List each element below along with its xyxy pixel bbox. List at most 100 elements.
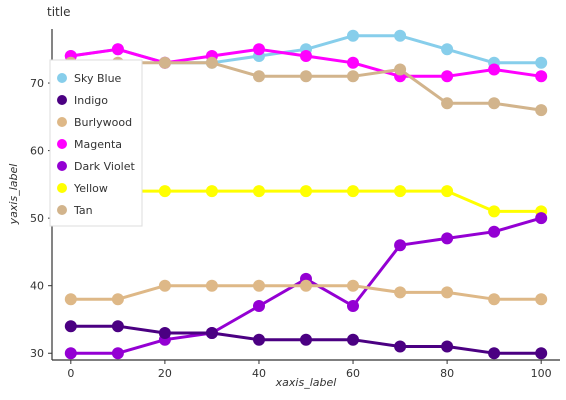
data-point	[64, 293, 77, 306]
data-point	[300, 333, 312, 346]
y-tick-label: 50	[30, 212, 44, 225]
data-point	[205, 279, 218, 292]
data-point	[158, 185, 171, 198]
x-tick-label: 0	[67, 367, 74, 380]
y-ticks: 30 40 50 60 70	[30, 77, 52, 360]
chart-title: title	[47, 5, 70, 19]
data-point	[488, 293, 501, 306]
legend-label: Magenta	[74, 138, 122, 151]
data-point	[158, 56, 171, 69]
legend-item: Indigo	[57, 94, 108, 107]
data-point	[441, 232, 454, 245]
data-point	[111, 293, 124, 306]
legend-label: Indigo	[74, 94, 108, 107]
data-point	[253, 279, 265, 292]
data-point	[441, 286, 454, 299]
data-point	[441, 70, 454, 83]
y-tick-label: 30	[30, 347, 44, 360]
data-point	[488, 205, 501, 218]
data-point	[394, 29, 407, 42]
legend-label: Burlywood	[74, 116, 132, 129]
data-point	[253, 300, 265, 312]
data-point	[158, 327, 171, 339]
data-point	[300, 50, 312, 62]
legend-swatch	[57, 205, 67, 215]
legend-swatch	[57, 139, 67, 149]
data-point	[535, 347, 548, 360]
data-point	[253, 70, 265, 83]
data-point	[441, 97, 454, 110]
data-point	[205, 56, 218, 69]
data-point	[111, 347, 124, 360]
y-axis-title: yaxis_label	[7, 164, 20, 226]
data-point	[347, 56, 359, 69]
series-indigo	[64, 320, 548, 360]
data-point	[488, 225, 501, 238]
y-tick-label: 40	[30, 280, 44, 293]
y-tick-label: 60	[30, 145, 44, 158]
data-point	[64, 347, 77, 360]
x-tick-label: 80	[440, 367, 454, 380]
legend-label: Tan	[73, 204, 93, 217]
data-point	[300, 279, 312, 292]
data-point	[111, 320, 124, 333]
legend-label: Sky Blue	[74, 72, 122, 85]
x-tick-label: 60	[346, 367, 360, 380]
data-point	[394, 239, 407, 252]
legend-item: Magenta	[57, 138, 122, 151]
data-point	[300, 185, 312, 198]
plot-area	[64, 29, 548, 360]
series-burlywood	[64, 279, 548, 306]
data-point	[441, 43, 454, 56]
data-point	[300, 70, 312, 83]
data-point	[158, 279, 171, 292]
data-point	[488, 63, 501, 76]
x-axis-title: xaxis_label	[275, 376, 337, 389]
data-point	[441, 185, 454, 198]
data-point	[394, 340, 407, 353]
legend-swatch	[57, 183, 67, 193]
data-point	[253, 43, 265, 56]
data-point	[64, 320, 77, 333]
data-point	[441, 340, 454, 353]
legend-label: Yellow	[73, 182, 108, 195]
data-point	[394, 286, 407, 299]
data-point	[253, 185, 265, 198]
legend-item: Sky Blue	[57, 72, 122, 85]
data-point	[347, 279, 359, 292]
data-point	[347, 333, 359, 346]
legend-label: Dark Violet	[74, 160, 135, 173]
data-point	[394, 185, 407, 198]
legend-swatch	[57, 161, 67, 171]
x-ticks: 0 20 40 60 80 100	[67, 360, 552, 380]
legend-item: Yellow	[57, 182, 108, 195]
legend-item: Dark Violet	[57, 160, 135, 173]
x-tick-label: 40	[252, 367, 266, 380]
data-point	[111, 43, 124, 56]
data-point	[535, 293, 548, 306]
data-point	[253, 333, 265, 346]
data-point	[347, 70, 359, 83]
data-point	[394, 63, 407, 76]
data-point	[488, 97, 501, 110]
data-point	[205, 185, 218, 198]
legend-swatch	[57, 117, 67, 127]
data-point	[535, 212, 548, 225]
x-tick-label: 20	[158, 367, 172, 380]
data-point	[347, 29, 359, 42]
data-point	[535, 56, 548, 69]
data-point	[535, 70, 548, 83]
data-point	[347, 300, 359, 312]
y-tick-label: 70	[30, 77, 44, 90]
x-tick-label: 100	[531, 367, 552, 380]
data-point	[535, 104, 548, 117]
data-point	[347, 185, 359, 198]
legend-swatch	[57, 73, 67, 83]
legend-item: Burlywood	[57, 116, 132, 129]
legend: Sky Blue Indigo Burlywood Magenta Dark Viole…	[49, 59, 143, 227]
legend-item: Tan	[57, 204, 93, 217]
data-point	[205, 327, 218, 339]
legend-swatch	[57, 95, 67, 105]
data-point	[488, 347, 501, 360]
